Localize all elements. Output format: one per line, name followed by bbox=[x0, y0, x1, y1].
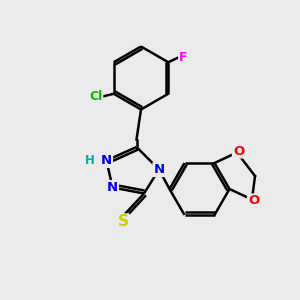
Text: N: N bbox=[101, 154, 112, 167]
Text: S: S bbox=[118, 214, 128, 230]
Text: F: F bbox=[179, 51, 188, 64]
Text: N: N bbox=[153, 163, 165, 176]
Text: O: O bbox=[248, 194, 259, 208]
Text: N: N bbox=[107, 181, 118, 194]
Text: H: H bbox=[85, 154, 95, 167]
Text: Cl: Cl bbox=[89, 90, 102, 103]
Text: O: O bbox=[233, 145, 244, 158]
